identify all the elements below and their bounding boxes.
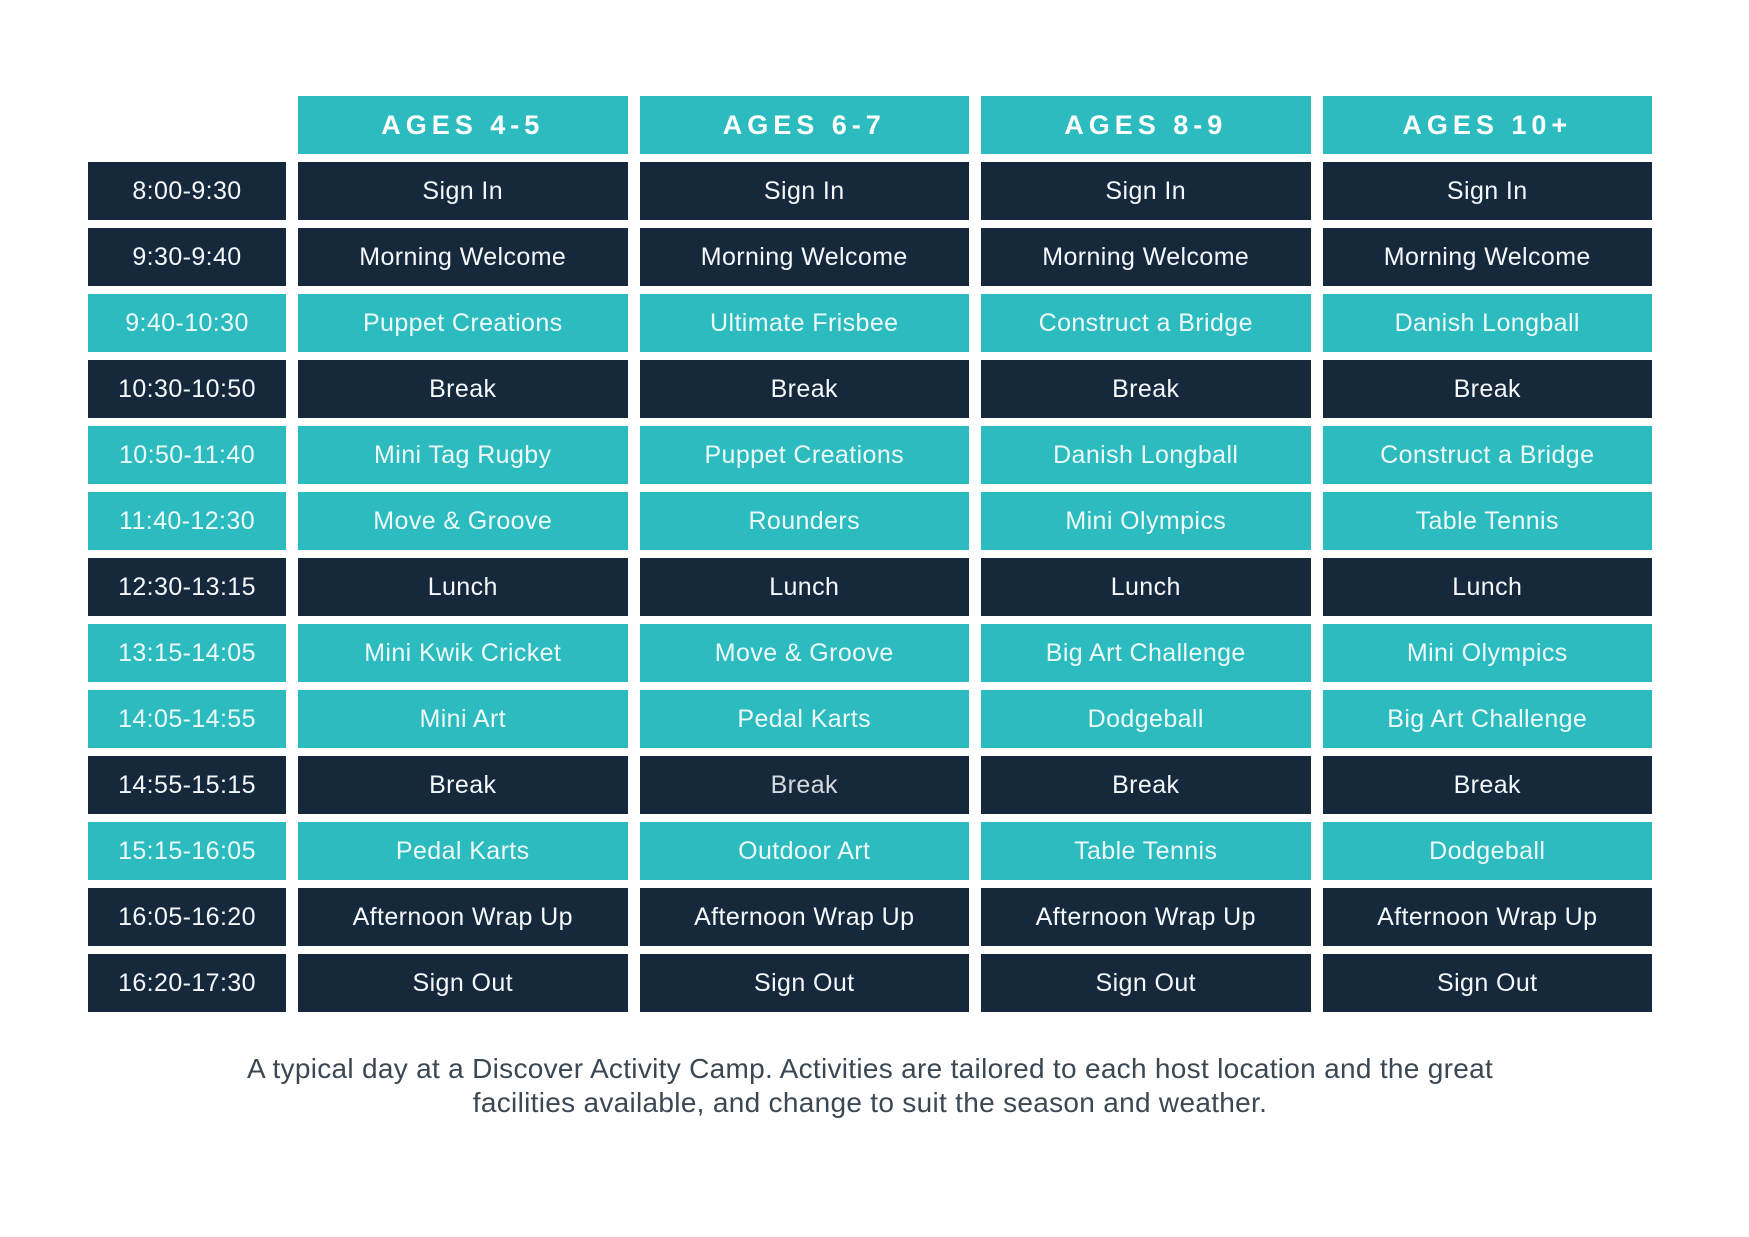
activity-cell: Break — [1322, 756, 1652, 814]
activity-cell: Afternoon Wrap Up — [1322, 888, 1652, 946]
time-cell: 16:20-17:30 — [88, 954, 286, 1012]
activity-cell: Mini Olympics — [981, 492, 1311, 550]
time-cell: 13:15-14:05 — [88, 624, 286, 682]
corner-spacer — [88, 96, 286, 154]
activity-cell: Break — [639, 360, 969, 418]
activity-cell: Rounders — [639, 492, 969, 550]
activity-cell: Move & Groove — [298, 492, 628, 550]
activity-cell: Morning Welcome — [298, 228, 628, 286]
activity-cell: Move & Groove — [639, 624, 969, 682]
time-cell: 10:30-10:50 — [88, 360, 286, 418]
activity-cell: Break — [1322, 360, 1652, 418]
activity-cell: Pedal Karts — [298, 822, 628, 880]
activity-cell: Afternoon Wrap Up — [298, 888, 628, 946]
activity-cell: Sign In — [298, 162, 628, 220]
activity-cell: Lunch — [1322, 558, 1652, 616]
activity-cell: Sign In — [981, 162, 1311, 220]
time-cell: 15:15-16:05 — [88, 822, 286, 880]
activity-cell: Big Art Challenge — [1322, 690, 1652, 748]
activity-cell: Pedal Karts — [639, 690, 969, 748]
activity-cell: Ultimate Frisbee — [639, 294, 969, 352]
activity-cell: Lunch — [639, 558, 969, 616]
time-cell: 8:00-9:30 — [88, 162, 286, 220]
activity-cell: Mini Olympics — [1322, 624, 1652, 682]
column-header-ages-4-5: AGES 4-5 — [298, 96, 628, 154]
activity-cell: Morning Welcome — [1322, 228, 1652, 286]
activity-cell: Sign In — [639, 162, 969, 220]
activity-cell: Dodgeball — [1322, 822, 1652, 880]
activity-cell: Break — [298, 360, 628, 418]
activity-cell: Morning Welcome — [981, 228, 1311, 286]
activity-cell: Construct a Bridge — [1322, 426, 1652, 484]
caption-line-1: A typical day at a Discover Activity Cam… — [246, 1053, 1494, 1084]
activity-cell: Break — [298, 756, 628, 814]
activity-cell: Big Art Challenge — [981, 624, 1311, 682]
time-cell: 11:40-12:30 — [88, 492, 286, 550]
activity-cell: Mini Art — [298, 690, 628, 748]
activity-cell: Break — [981, 756, 1311, 814]
activity-cell: Mini Tag Rugby — [298, 426, 628, 484]
activity-cell: Sign In — [1322, 162, 1652, 220]
activity-cell: Sign Out — [1322, 954, 1652, 1012]
time-cell: 12:30-13:15 — [88, 558, 286, 616]
time-cell: 9:30-9:40 — [88, 228, 286, 286]
time-cell: 14:55-15:15 — [88, 756, 286, 814]
activity-cell: Lunch — [981, 558, 1311, 616]
caption: A typical day at a Discover Activity Cam… — [88, 1052, 1652, 1120]
activity-cell: Sign Out — [298, 954, 628, 1012]
activity-cell: Break — [639, 756, 969, 814]
time-cell: 9:40-10:30 — [88, 294, 286, 352]
activity-cell: Mini Kwik Cricket — [298, 624, 628, 682]
activity-cell: Table Tennis — [981, 822, 1311, 880]
activity-cell: Danish Longball — [981, 426, 1311, 484]
activity-cell: Danish Longball — [1322, 294, 1652, 352]
activity-cell: Sign Out — [639, 954, 969, 1012]
schedule-table: AGES 4-5 AGES 6-7 AGES 8-9 AGES 10+ 8:00… — [88, 96, 1652, 1012]
column-header-ages-6-7: AGES 6-7 — [639, 96, 969, 154]
column-header-ages-8-9: AGES 8-9 — [981, 96, 1311, 154]
activity-cell: Morning Welcome — [639, 228, 969, 286]
activity-cell: Lunch — [298, 558, 628, 616]
activity-cell: Dodgeball — [981, 690, 1311, 748]
activity-cell: Puppet Creations — [639, 426, 969, 484]
time-cell: 16:05-16:20 — [88, 888, 286, 946]
activity-cell: Puppet Creations — [298, 294, 628, 352]
column-header-ages-10plus: AGES 10+ — [1322, 96, 1652, 154]
time-cell: 14:05-14:55 — [88, 690, 286, 748]
activity-cell: Sign Out — [981, 954, 1311, 1012]
time-cell: 10:50-11:40 — [88, 426, 286, 484]
activity-cell: Afternoon Wrap Up — [639, 888, 969, 946]
activity-cell: Construct a Bridge — [981, 294, 1311, 352]
activity-cell: Outdoor Art — [639, 822, 969, 880]
activity-cell: Afternoon Wrap Up — [981, 888, 1311, 946]
activity-cell: Break — [981, 360, 1311, 418]
activity-cell: Table Tennis — [1322, 492, 1652, 550]
caption-line-2: facilities available, and change to suit… — [472, 1087, 1268, 1118]
